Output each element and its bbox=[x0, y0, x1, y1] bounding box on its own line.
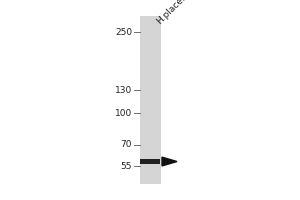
Bar bbox=[140, 16, 160, 184]
Text: 70: 70 bbox=[121, 140, 132, 149]
Text: 55: 55 bbox=[121, 162, 132, 171]
Text: 130: 130 bbox=[115, 86, 132, 95]
Text: 100: 100 bbox=[115, 109, 132, 118]
Polygon shape bbox=[162, 157, 177, 166]
Text: 250: 250 bbox=[115, 28, 132, 37]
Text: H.placenta: H.placenta bbox=[154, 0, 195, 26]
Bar bbox=[140, 159, 160, 164]
